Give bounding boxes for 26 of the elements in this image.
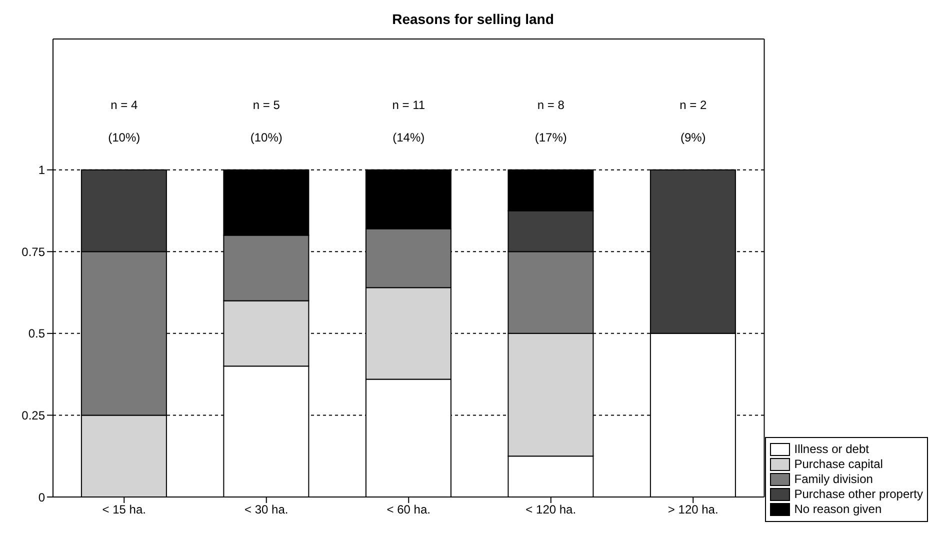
legend-label: No reason given xyxy=(794,502,882,517)
x-tick-label: > 120 ha. xyxy=(668,502,718,517)
chart-title: Reasons for selling land xyxy=(392,11,554,27)
y-tick-label: 1 xyxy=(38,163,46,178)
legend-label: Purchase other property xyxy=(794,487,923,502)
x-tick-label: < 15 ha. xyxy=(102,502,146,517)
y-tick-label: 0 xyxy=(38,490,46,504)
x-tick-label: < 60 ha. xyxy=(386,502,430,517)
legend-label: Purchase capital xyxy=(794,457,883,472)
annotation: (10%) xyxy=(250,130,282,144)
annotation: (14%) xyxy=(392,130,425,144)
x-tick-label: < 120 ha. xyxy=(526,502,576,517)
annotation: (17%) xyxy=(534,130,567,144)
annotation: (9%) xyxy=(680,130,706,144)
y-tick-label: 0.25 xyxy=(22,408,46,422)
annotation: n = 2 xyxy=(680,98,707,112)
annotation: n = 5 xyxy=(252,98,280,112)
annotation: (10%) xyxy=(108,130,140,144)
annotation: n = 4 xyxy=(110,98,138,112)
x-tick-label: < 30 ha. xyxy=(244,502,288,517)
y-tick-label: 0.5 xyxy=(28,326,46,341)
annotation: n = 8 xyxy=(537,98,565,112)
annotation: n = 11 xyxy=(392,98,426,112)
legend-label: Illness or debt xyxy=(794,442,869,457)
y-tick-label: 0.75 xyxy=(22,244,46,259)
legend-label: Family division xyxy=(794,472,873,487)
